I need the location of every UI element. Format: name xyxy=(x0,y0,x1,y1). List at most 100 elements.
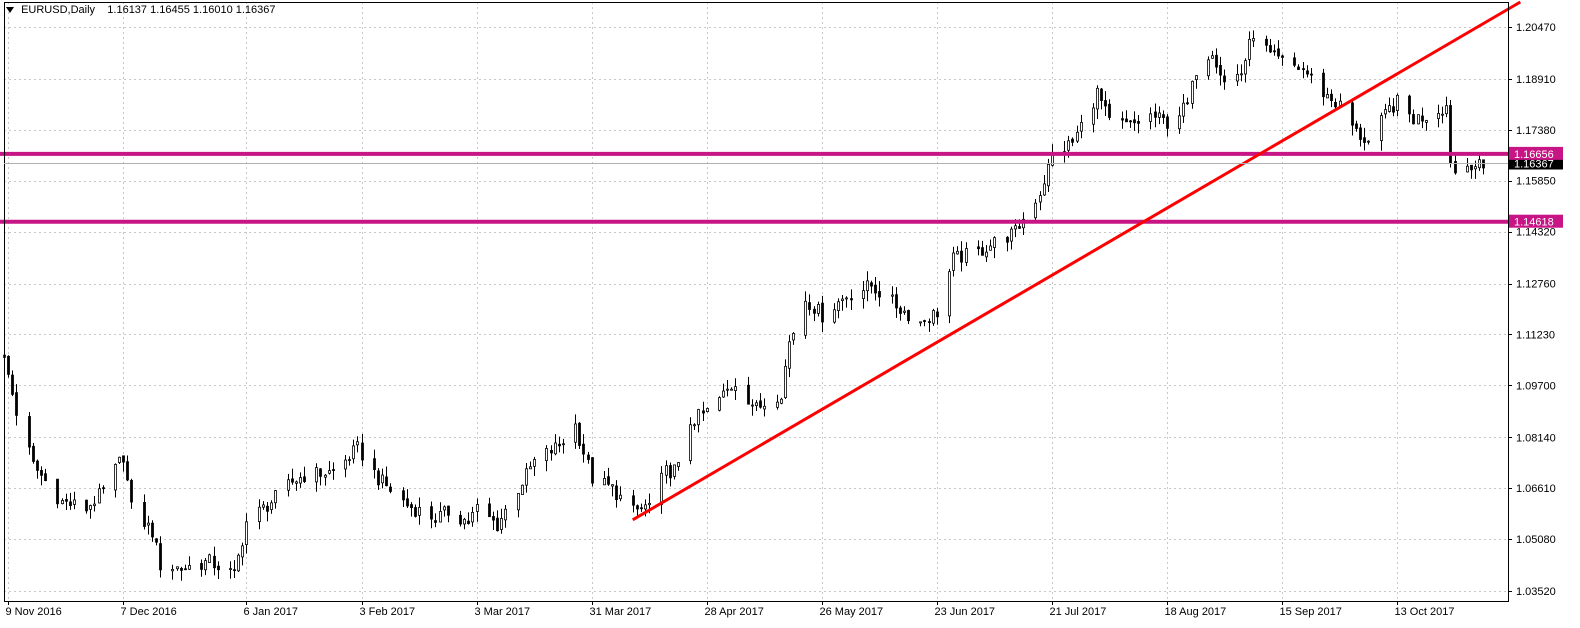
candle xyxy=(1326,87,1329,99)
candle-body xyxy=(850,298,853,301)
candle-body xyxy=(319,468,322,477)
candle xyxy=(287,473,290,497)
candle-body xyxy=(1186,102,1189,105)
candle-body xyxy=(1121,118,1124,121)
level-price-label: 1.14618 xyxy=(1514,217,1554,229)
candle-body xyxy=(291,478,294,483)
candle-body xyxy=(1166,116,1169,129)
candle-body xyxy=(841,298,844,301)
time-axis[interactable]: 9 Nov 2016 7 Dec 2016 6 Jan 2017 3 Feb 2017… xyxy=(6,601,1455,618)
candle xyxy=(1334,98,1337,109)
candle xyxy=(870,280,873,294)
candle-body xyxy=(126,461,129,481)
candle xyxy=(1104,91,1107,117)
trendline[interactable] xyxy=(631,0,1522,522)
candle-body xyxy=(808,302,811,310)
candle xyxy=(1392,98,1395,117)
candle xyxy=(430,501,433,529)
candle xyxy=(102,485,105,494)
candle xyxy=(463,517,466,530)
candle xyxy=(73,491,76,510)
candle-body xyxy=(40,469,43,476)
candle-body xyxy=(344,459,347,470)
candle xyxy=(1219,56,1222,86)
candle xyxy=(919,321,922,327)
candle xyxy=(32,442,35,464)
x-tick-label: 3 Mar 2017 xyxy=(475,606,531,618)
candle-body xyxy=(184,568,187,571)
candle xyxy=(525,463,528,493)
candle xyxy=(533,456,536,477)
candle xyxy=(1100,88,1103,110)
plot-border xyxy=(4,2,1509,602)
candle-body xyxy=(989,245,992,251)
chart-header: EURUSD,Daily 1.16137 1.16455 1.16010 1.1… xyxy=(6,4,276,16)
candle-body xyxy=(1129,120,1132,123)
candle-body xyxy=(1326,94,1329,99)
candle xyxy=(521,484,524,495)
candle-body xyxy=(755,402,758,407)
candle xyxy=(434,513,437,528)
trendline-layer[interactable] xyxy=(631,0,1522,522)
candle xyxy=(669,462,672,487)
candle-body xyxy=(61,500,64,505)
candle xyxy=(977,240,980,256)
candle-body xyxy=(1100,88,1103,101)
candle-body xyxy=(245,521,248,546)
candle xyxy=(1178,106,1181,134)
candle xyxy=(722,383,725,398)
candle-body xyxy=(874,284,877,294)
candle xyxy=(1396,93,1399,117)
candle-body xyxy=(467,520,470,525)
candle-body xyxy=(923,320,926,322)
candle-body xyxy=(603,477,606,486)
candle xyxy=(1125,110,1128,123)
candle-body xyxy=(1412,114,1415,125)
candle-body xyxy=(669,465,672,479)
candle xyxy=(1269,38,1272,54)
candle xyxy=(529,461,532,470)
candle-body xyxy=(352,445,355,460)
candle-body xyxy=(533,459,536,467)
candle xyxy=(1191,80,1194,109)
candle-body xyxy=(862,290,865,299)
candle-body xyxy=(258,506,261,523)
candle xyxy=(1273,44,1276,56)
candle-body xyxy=(500,518,503,530)
candle-body xyxy=(591,457,594,484)
candle xyxy=(1158,106,1161,125)
candle xyxy=(344,455,347,478)
candle xyxy=(833,303,836,324)
candle xyxy=(1277,40,1280,59)
candle-body xyxy=(554,442,557,455)
candle xyxy=(1384,103,1387,119)
candle-body xyxy=(1248,38,1251,60)
candle xyxy=(114,463,117,498)
candle xyxy=(1359,123,1362,147)
candle xyxy=(492,511,495,531)
candle-body xyxy=(1408,95,1411,115)
candle xyxy=(459,510,462,527)
candle xyxy=(356,436,359,453)
candle xyxy=(1166,114,1169,137)
candle xyxy=(200,559,203,577)
candle-body xyxy=(1071,138,1074,143)
candle-body xyxy=(1043,183,1046,196)
price-axis[interactable]: 1.20470 1.18910 1.17380 1.15850 1.14320 1.127… xyxy=(1508,22,1556,598)
candle xyxy=(993,236,996,259)
candle-body xyxy=(410,504,413,508)
candle-body xyxy=(1034,202,1037,219)
candle xyxy=(956,246,959,255)
candle-body xyxy=(529,466,532,470)
dropdown-triangle-icon[interactable] xyxy=(6,7,14,14)
candle-body xyxy=(114,464,117,491)
candle xyxy=(603,470,606,486)
candle-body xyxy=(200,563,203,570)
horizontal-levels[interactable] xyxy=(0,151,1508,224)
candle-body xyxy=(434,520,437,523)
y-tick-label: 1.06610 xyxy=(1516,483,1556,495)
candle xyxy=(1207,56,1210,80)
candle xyxy=(439,502,442,523)
